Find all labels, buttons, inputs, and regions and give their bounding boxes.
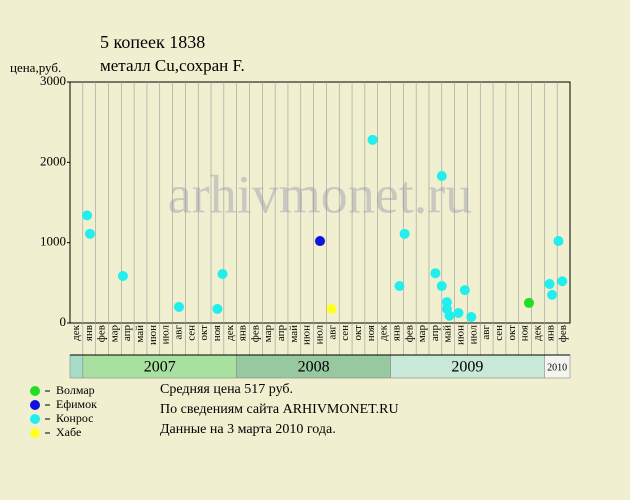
x-tick-label: мар	[416, 325, 428, 343]
data-point	[436, 170, 447, 181]
data-point	[399, 228, 410, 239]
x-tick-label: окт	[198, 325, 210, 341]
y-tick-label: 2000	[40, 153, 66, 168]
data-point	[459, 285, 470, 296]
x-tick-label: июл	[160, 324, 172, 344]
year-label: 2008	[298, 359, 330, 376]
data-point	[117, 271, 128, 282]
x-tick-label: дек	[531, 324, 543, 340]
y-axis-label: цена,руб.	[10, 60, 61, 75]
data-point	[326, 303, 337, 314]
chart-subtitle: металл Cu,сохран F.	[100, 56, 245, 75]
x-tick-label: сен	[493, 325, 505, 341]
data-point	[85, 228, 95, 239]
x-tick-label: фев	[96, 325, 108, 342]
data-point	[453, 307, 464, 318]
x-tick-label: окт	[506, 325, 518, 341]
x-tick-label: апр	[121, 325, 133, 342]
data-point	[557, 276, 568, 287]
data-point	[212, 303, 223, 314]
note: Данные на 3 марта 2010 года.	[160, 422, 336, 437]
x-tick-label: мар	[108, 325, 120, 343]
y-tick-label: 0	[60, 314, 67, 329]
x-tick-label: апр	[275, 325, 287, 342]
x-tick-label: янв	[544, 325, 556, 341]
x-tick-label: апр	[429, 325, 441, 342]
x-tick-label: июн	[301, 325, 313, 345]
x-tick-label: авг	[326, 325, 338, 340]
year-label: 2009	[451, 359, 483, 376]
x-tick-label: янв	[237, 325, 249, 341]
data-point	[444, 310, 455, 321]
x-tick-label: мар	[262, 325, 274, 343]
data-point	[82, 210, 93, 221]
x-tick-label: фев	[249, 325, 261, 342]
legend-label: Хабе	[56, 425, 81, 439]
plot-area	[69, 81, 571, 324]
x-tick-label: фев	[403, 325, 415, 342]
legend-marker	[30, 400, 40, 410]
x-tick-label: окт	[352, 325, 364, 341]
year-band	[69, 354, 84, 379]
x-tick-label: фев	[557, 325, 569, 342]
legend-marker	[30, 428, 40, 438]
data-point	[315, 236, 325, 247]
x-tick-label: дек	[378, 324, 390, 340]
year-label: 2007	[144, 359, 176, 376]
x-tick-label: май	[288, 325, 300, 343]
x-tick-label: май	[134, 325, 146, 343]
x-tick-label: дек	[224, 324, 236, 340]
x-tick-label: сен	[339, 325, 351, 341]
data-point	[394, 281, 405, 292]
data-point	[367, 134, 378, 145]
x-tick-label: июн	[455, 325, 467, 345]
data-point	[547, 289, 558, 300]
x-tick-label: авг	[480, 325, 492, 340]
legend-label: Конрос	[56, 411, 93, 425]
chart-title: 5 копеек 1838	[100, 32, 205, 52]
x-tick-label: июл	[467, 324, 479, 344]
data-point	[217, 268, 228, 279]
data-point	[173, 301, 184, 312]
data-point	[466, 311, 477, 322]
x-tick-label: янв	[390, 325, 402, 341]
x-tick-label: ноя	[211, 325, 223, 341]
legend-marker	[30, 386, 40, 396]
x-tick-label: май	[442, 325, 454, 343]
data-point	[436, 281, 447, 292]
x-tick-label: дек	[70, 324, 82, 340]
legend-label: Волмар	[56, 383, 95, 397]
x-tick-label: янв	[83, 325, 95, 341]
data-point	[553, 236, 564, 247]
legend-label: Ефимок	[56, 397, 97, 411]
y-tick-label: 3000	[40, 73, 66, 88]
year-label: 2010	[547, 362, 567, 373]
data-point	[430, 268, 441, 279]
y-tick-label: 1000	[40, 234, 66, 249]
note: Средняя цена 517 руб.	[160, 382, 293, 397]
note: По сведениям сайта ARHIVMONET.RU	[160, 402, 399, 417]
x-tick-label: ноя	[519, 325, 531, 341]
watermark: arhivmonet.ru	[168, 164, 472, 224]
x-tick-label: авг	[173, 325, 185, 340]
data-point	[523, 297, 534, 308]
x-tick-label: июл	[314, 324, 326, 344]
legend-marker	[30, 414, 40, 424]
x-tick-label: ноя	[365, 325, 377, 341]
data-point	[544, 279, 555, 290]
x-tick-label: июн	[147, 325, 159, 345]
x-tick-label: сен	[185, 325, 197, 341]
